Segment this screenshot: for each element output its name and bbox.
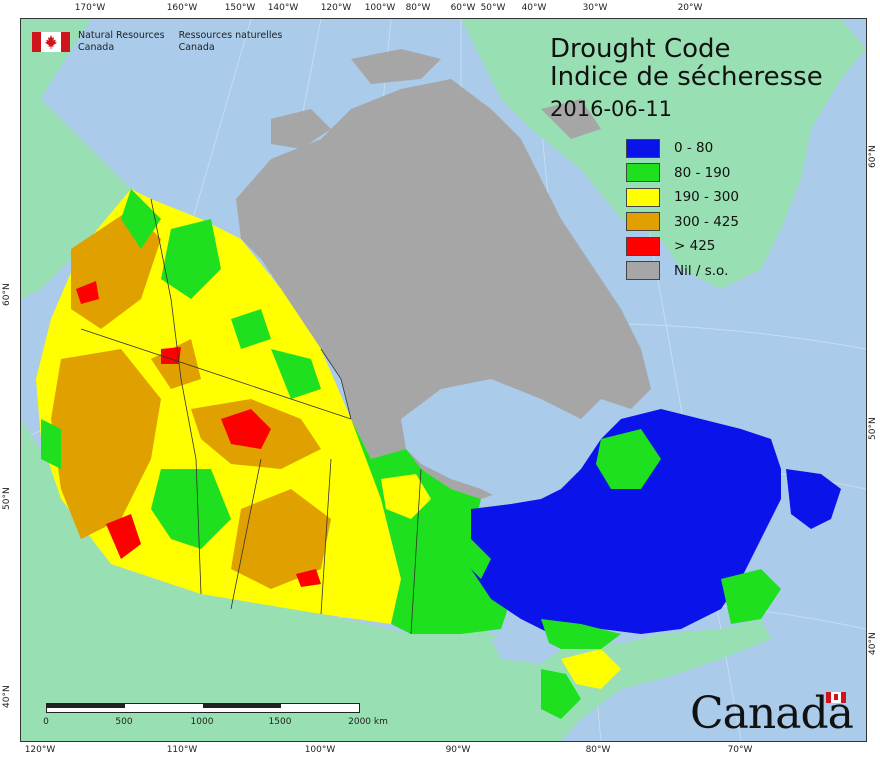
maritimes — [721, 569, 781, 624]
legend-item: 80 - 190 — [626, 161, 739, 186]
legend-item: > 425 — [626, 234, 739, 259]
left-tick: 50°N — [2, 487, 12, 510]
bottom-tick: 70°W — [727, 745, 753, 755]
top-tick: 30°W — [582, 3, 608, 13]
scale-label: 1500 — [268, 717, 292, 727]
legend: 0 - 80 80 - 190 190 - 300 300 - 425 > 42… — [626, 136, 739, 283]
newfoundland — [786, 469, 841, 529]
bottom-tick: 110°W — [166, 745, 198, 755]
legend-swatch — [626, 261, 660, 281]
scale-label: 2000 km — [348, 717, 388, 727]
right-tick: 60°N — [868, 145, 878, 168]
legend-item: 0 - 80 — [626, 136, 739, 161]
map-canvas — [21, 19, 866, 741]
top-tick: 140°W — [267, 3, 299, 13]
scale-bar: 0 500 1000 1500 2000 km — [43, 703, 388, 727]
green-zones-east — [466, 429, 661, 649]
scale-label: 0 — [43, 717, 49, 727]
top-tick: 80°W — [405, 3, 431, 13]
top-tick: 60°W — [450, 3, 476, 13]
legend-swatch — [626, 163, 660, 183]
right-tick: 40°N — [868, 632, 878, 655]
canada-flag-icon — [32, 32, 70, 52]
right-tick: 50°N — [868, 417, 878, 440]
legend-swatch — [626, 236, 660, 256]
agency-signature: Natural Resources Canada Ressources natu… — [32, 30, 282, 54]
southern-ontario-green — [541, 669, 581, 719]
drought-map — [20, 18, 867, 742]
wordmark-flag-icon — [826, 692, 846, 703]
top-tick: 120°W — [320, 3, 352, 13]
top-tick: 40°W — [521, 3, 547, 13]
legend-swatch — [626, 212, 660, 232]
bottom-tick: 100°W — [304, 745, 336, 755]
green-zones-west — [41, 189, 321, 549]
east-blue — [471, 409, 781, 639]
top-tick: 20°W — [677, 3, 703, 13]
legend-swatch — [626, 138, 660, 158]
bottom-tick: 120°W — [24, 745, 56, 755]
arctic-nodata — [236, 49, 651, 499]
title-en: Drought Code — [550, 34, 731, 64]
hudson-bay — [401, 379, 601, 504]
top-tick: 50°W — [480, 3, 506, 13]
bottom-tick: 80°W — [585, 745, 611, 755]
greenland — [461, 19, 866, 289]
top-tick: 150°W — [224, 3, 256, 13]
legend-item: Nil / s.o. — [626, 259, 739, 284]
bottom-tick: 90°W — [445, 745, 471, 755]
top-tick: 100°W — [364, 3, 396, 13]
scale-label: 500 — [115, 717, 133, 727]
agency-name-fr: Ressources naturelles Canada — [178, 30, 283, 53]
scale-label: 1000 — [190, 717, 214, 727]
red-zones — [76, 281, 321, 587]
map-date: 2016-06-11 — [550, 97, 673, 121]
central-green — [351, 419, 511, 634]
legend-item: 190 - 300 — [626, 185, 739, 210]
provincial-borders — [80, 198, 422, 635]
agency-name-en: Natural Resources Canada — [78, 30, 165, 53]
title-fr: Indice de sécheresse — [550, 62, 823, 92]
top-tick: 170°W — [74, 3, 106, 13]
map-title: Drought Code Indice de sécheresse 2016-0… — [550, 35, 823, 123]
legend-item: 300 - 425 — [626, 210, 739, 235]
left-tick: 60°N — [2, 283, 12, 306]
great-lakes — [491, 634, 561, 664]
legend-swatch — [626, 187, 660, 207]
top-tick: 160°W — [166, 3, 198, 13]
southern-ontario — [561, 649, 621, 689]
left-tick: 40°N — [2, 685, 12, 708]
alaska — [21, 19, 131, 299]
